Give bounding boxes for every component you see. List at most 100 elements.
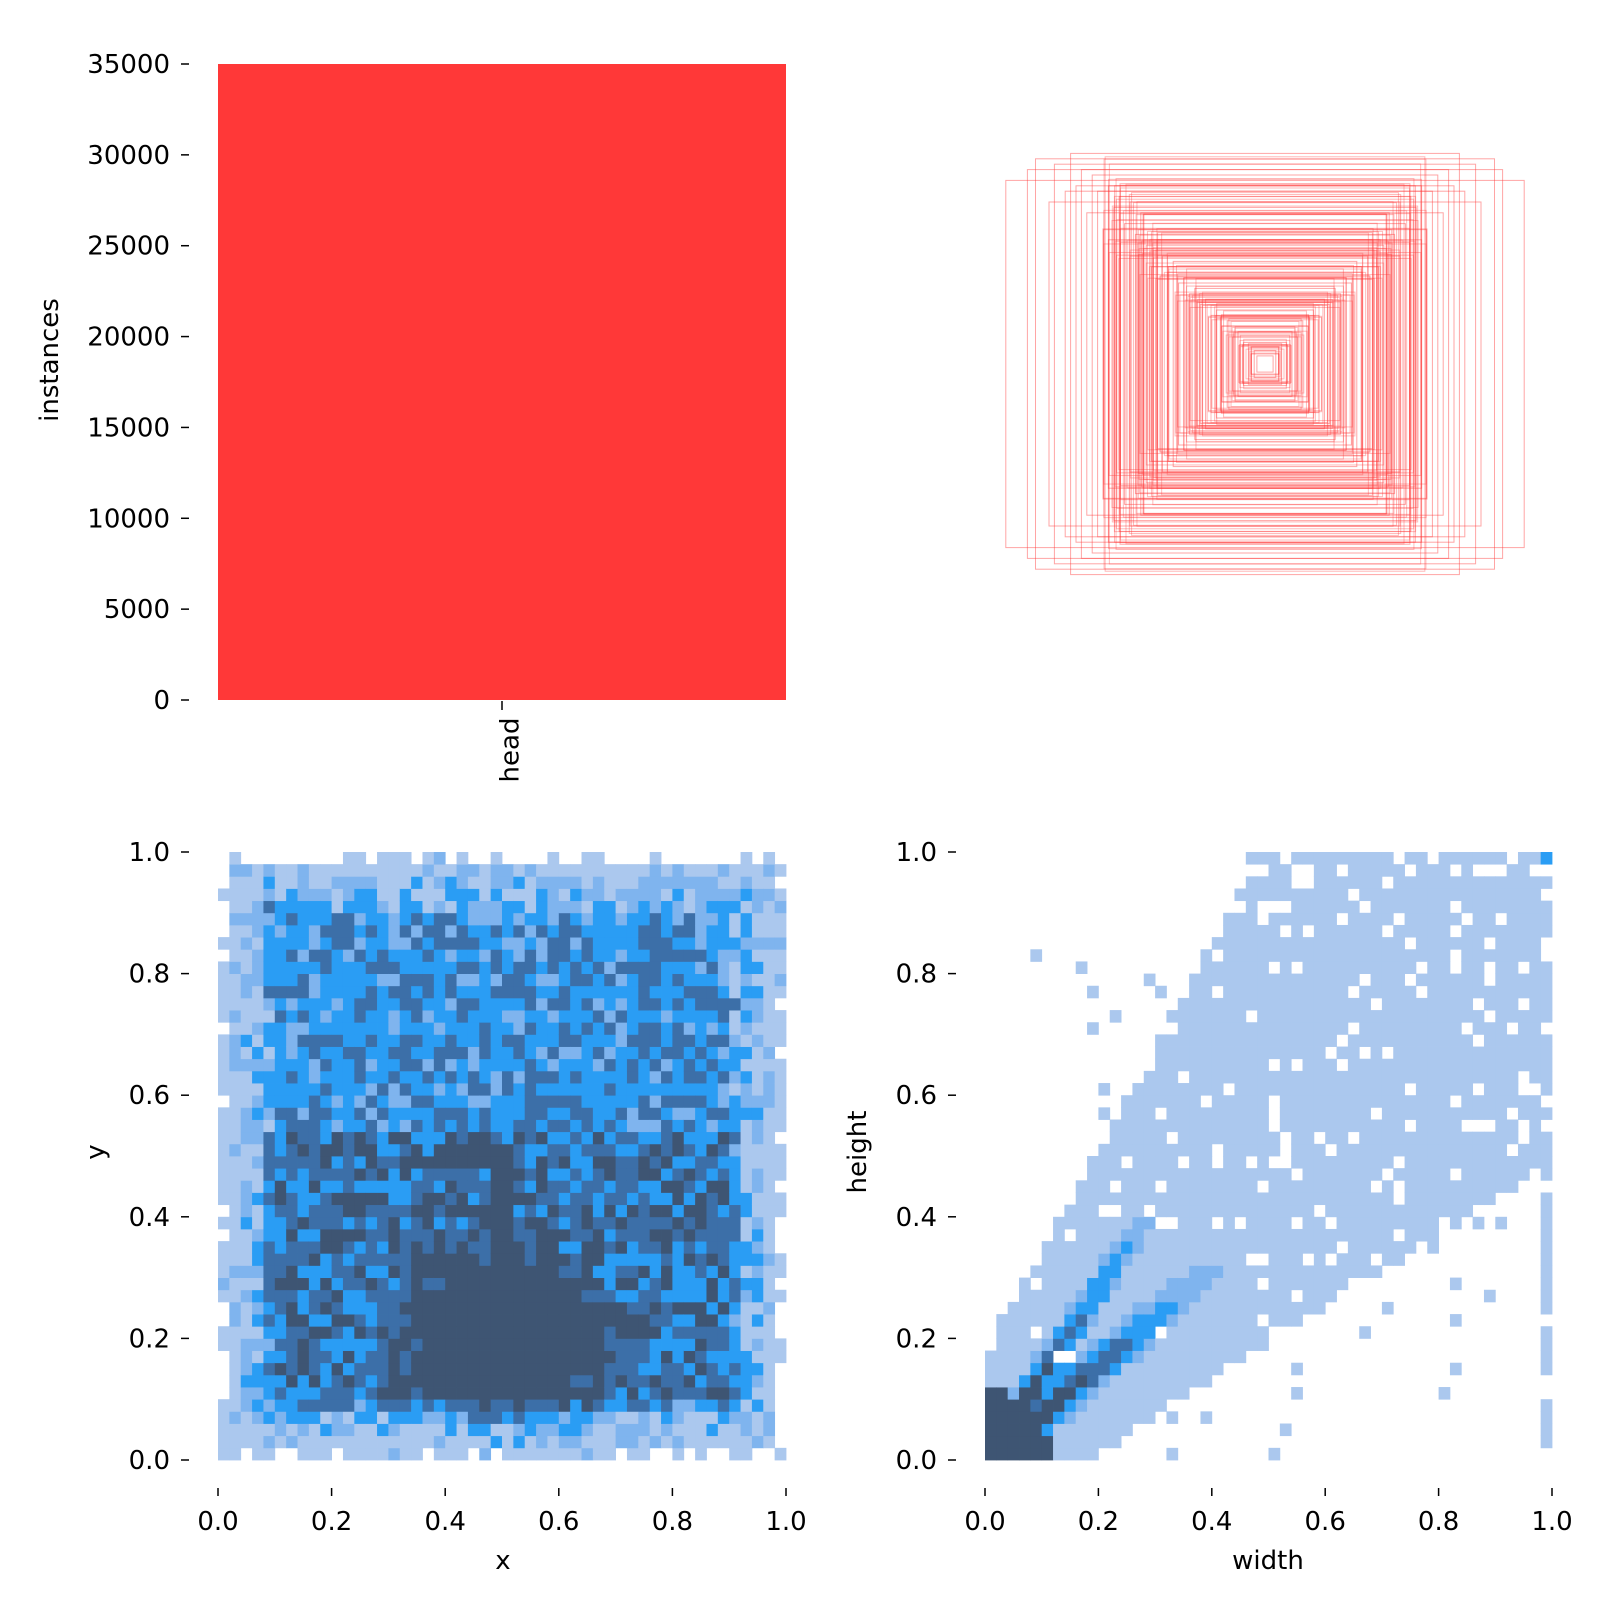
heatmap-cell <box>490 937 503 950</box>
heatmap-cell <box>524 1289 537 1303</box>
heatmap-cell <box>615 1216 628 1230</box>
heatmap-cell <box>581 1447 594 1461</box>
heatmap-cell <box>320 1228 332 1242</box>
heatmap-cell <box>513 1058 526 1072</box>
heatmap-cell <box>536 973 548 987</box>
heatmap-cell <box>717 961 730 974</box>
heatmap-cell <box>1109 1350 1122 1364</box>
heatmap-cell <box>717 1034 730 1047</box>
heatmap-cell <box>763 1362 776 1376</box>
heatmap-cell <box>1302 1168 1315 1181</box>
heatmap-cell <box>1438 1204 1451 1218</box>
heatmap-cell <box>354 912 367 926</box>
bounding-box <box>1138 247 1392 481</box>
heatmap-cell <box>1495 997 1508 1011</box>
heatmap-cell <box>1302 852 1315 865</box>
heatmap-cell <box>1359 912 1371 926</box>
heatmap-cell <box>1257 888 1269 902</box>
heatmap-cell <box>604 961 616 974</box>
heatmap-cell <box>581 1314 594 1327</box>
heatmap-cell <box>695 1070 707 1084</box>
heatmap-cell <box>706 1326 719 1339</box>
heatmap-cell <box>490 1338 503 1351</box>
heatmap-cell <box>218 888 230 902</box>
heatmap-cell <box>740 1411 753 1424</box>
heatmap-cell <box>1393 876 1405 889</box>
heatmap-cell <box>1325 1265 1337 1278</box>
heatmap-cell <box>1393 1022 1405 1035</box>
heatmap-cell <box>695 1046 707 1060</box>
heatmap-cell <box>502 1022 514 1035</box>
heatmap-cell <box>740 1228 753 1242</box>
heatmap-cell <box>524 1301 537 1315</box>
heatmap-cell <box>502 1447 514 1461</box>
heatmap-cell <box>263 1022 276 1035</box>
heatmap-cell <box>740 852 753 865</box>
heatmap-cell <box>263 876 276 889</box>
heatmap-cell <box>604 1289 616 1303</box>
heatmap-cell <box>592 949 605 962</box>
heatmap-cell <box>1177 1180 1190 1193</box>
heatmap-cell <box>570 1447 582 1461</box>
heatmap-cell <box>1529 1156 1542 1169</box>
heatmap-cell <box>479 973 492 987</box>
heatmap-cell <box>1007 1326 1020 1339</box>
heatmap-cell <box>1438 985 1451 999</box>
heatmap-cell <box>342 1399 355 1412</box>
heatmap-cell <box>1279 1265 1292 1278</box>
bounding-box <box>1114 185 1416 543</box>
heatmap-cell <box>331 1338 344 1351</box>
heatmap-cell <box>1019 1301 1031 1315</box>
heatmap-cell <box>252 1277 264 1291</box>
heatmap-cell <box>763 1192 776 1206</box>
heatmap-cell <box>388 1058 401 1072</box>
heatmap-cell <box>1155 1228 1167 1242</box>
heatmap-cell <box>592 961 605 974</box>
heatmap-cell <box>683 949 696 962</box>
heatmap-cell <box>1461 997 1474 1011</box>
bounding-box <box>1195 301 1335 427</box>
heatmap-cell <box>558 1241 571 1254</box>
heatmap-cell <box>263 1107 276 1120</box>
heatmap-cell <box>1143 1301 1156 1315</box>
heatmap-cell <box>1166 1265 1179 1278</box>
heatmap-cell <box>502 1374 514 1388</box>
heatmap-cell <box>570 1143 582 1157</box>
heatmap-cell <box>354 997 367 1011</box>
heatmap-cell <box>604 1095 616 1108</box>
heatmap-cell <box>1098 1374 1111 1388</box>
heatmap-cell <box>1155 1289 1167 1303</box>
heatmap-cell <box>1143 1338 1156 1351</box>
heatmap-cell <box>547 1399 560 1412</box>
heatmap-cell <box>1200 1265 1213 1278</box>
heatmap-cell <box>1109 1192 1122 1206</box>
heatmap-cell <box>297 1216 310 1230</box>
heatmap-cell <box>263 1228 276 1242</box>
heatmap-cell <box>411 1350 423 1364</box>
heatmap-cell <box>729 900 741 914</box>
heatmap-cell <box>626 1447 639 1461</box>
heatmap-cell <box>308 1265 321 1278</box>
heatmap-cell <box>1302 1216 1315 1230</box>
heatmap-cell <box>1302 1107 1315 1120</box>
heatmap-cell <box>1404 1070 1417 1084</box>
heatmap-cell <box>513 1119 526 1133</box>
heatmap-cell <box>286 1265 298 1278</box>
heatmap-cell <box>1132 1289 1145 1303</box>
heatmap-cell <box>547 1435 560 1449</box>
heatmap-cell <box>592 1423 605 1437</box>
heatmap-cell <box>1087 1241 1099 1254</box>
heatmap-cell <box>229 1192 242 1206</box>
heatmap-cell <box>1393 1058 1405 1072</box>
heatmap-cell <box>570 997 582 1011</box>
heatmap-cell <box>626 1180 639 1193</box>
heatmap-cell <box>1155 1387 1167 1400</box>
heatmap-cell <box>1268 1192 1281 1206</box>
heatmap-cell <box>229 924 242 938</box>
heatmap-cell <box>1291 949 1303 962</box>
heatmap-cell <box>1483 1168 1496 1181</box>
heatmap-cell <box>1506 1083 1519 1096</box>
heatmap-cell <box>377 1253 389 1266</box>
heatmap-cell <box>1041 1277 1054 1291</box>
heatmap-cell <box>570 1265 582 1278</box>
